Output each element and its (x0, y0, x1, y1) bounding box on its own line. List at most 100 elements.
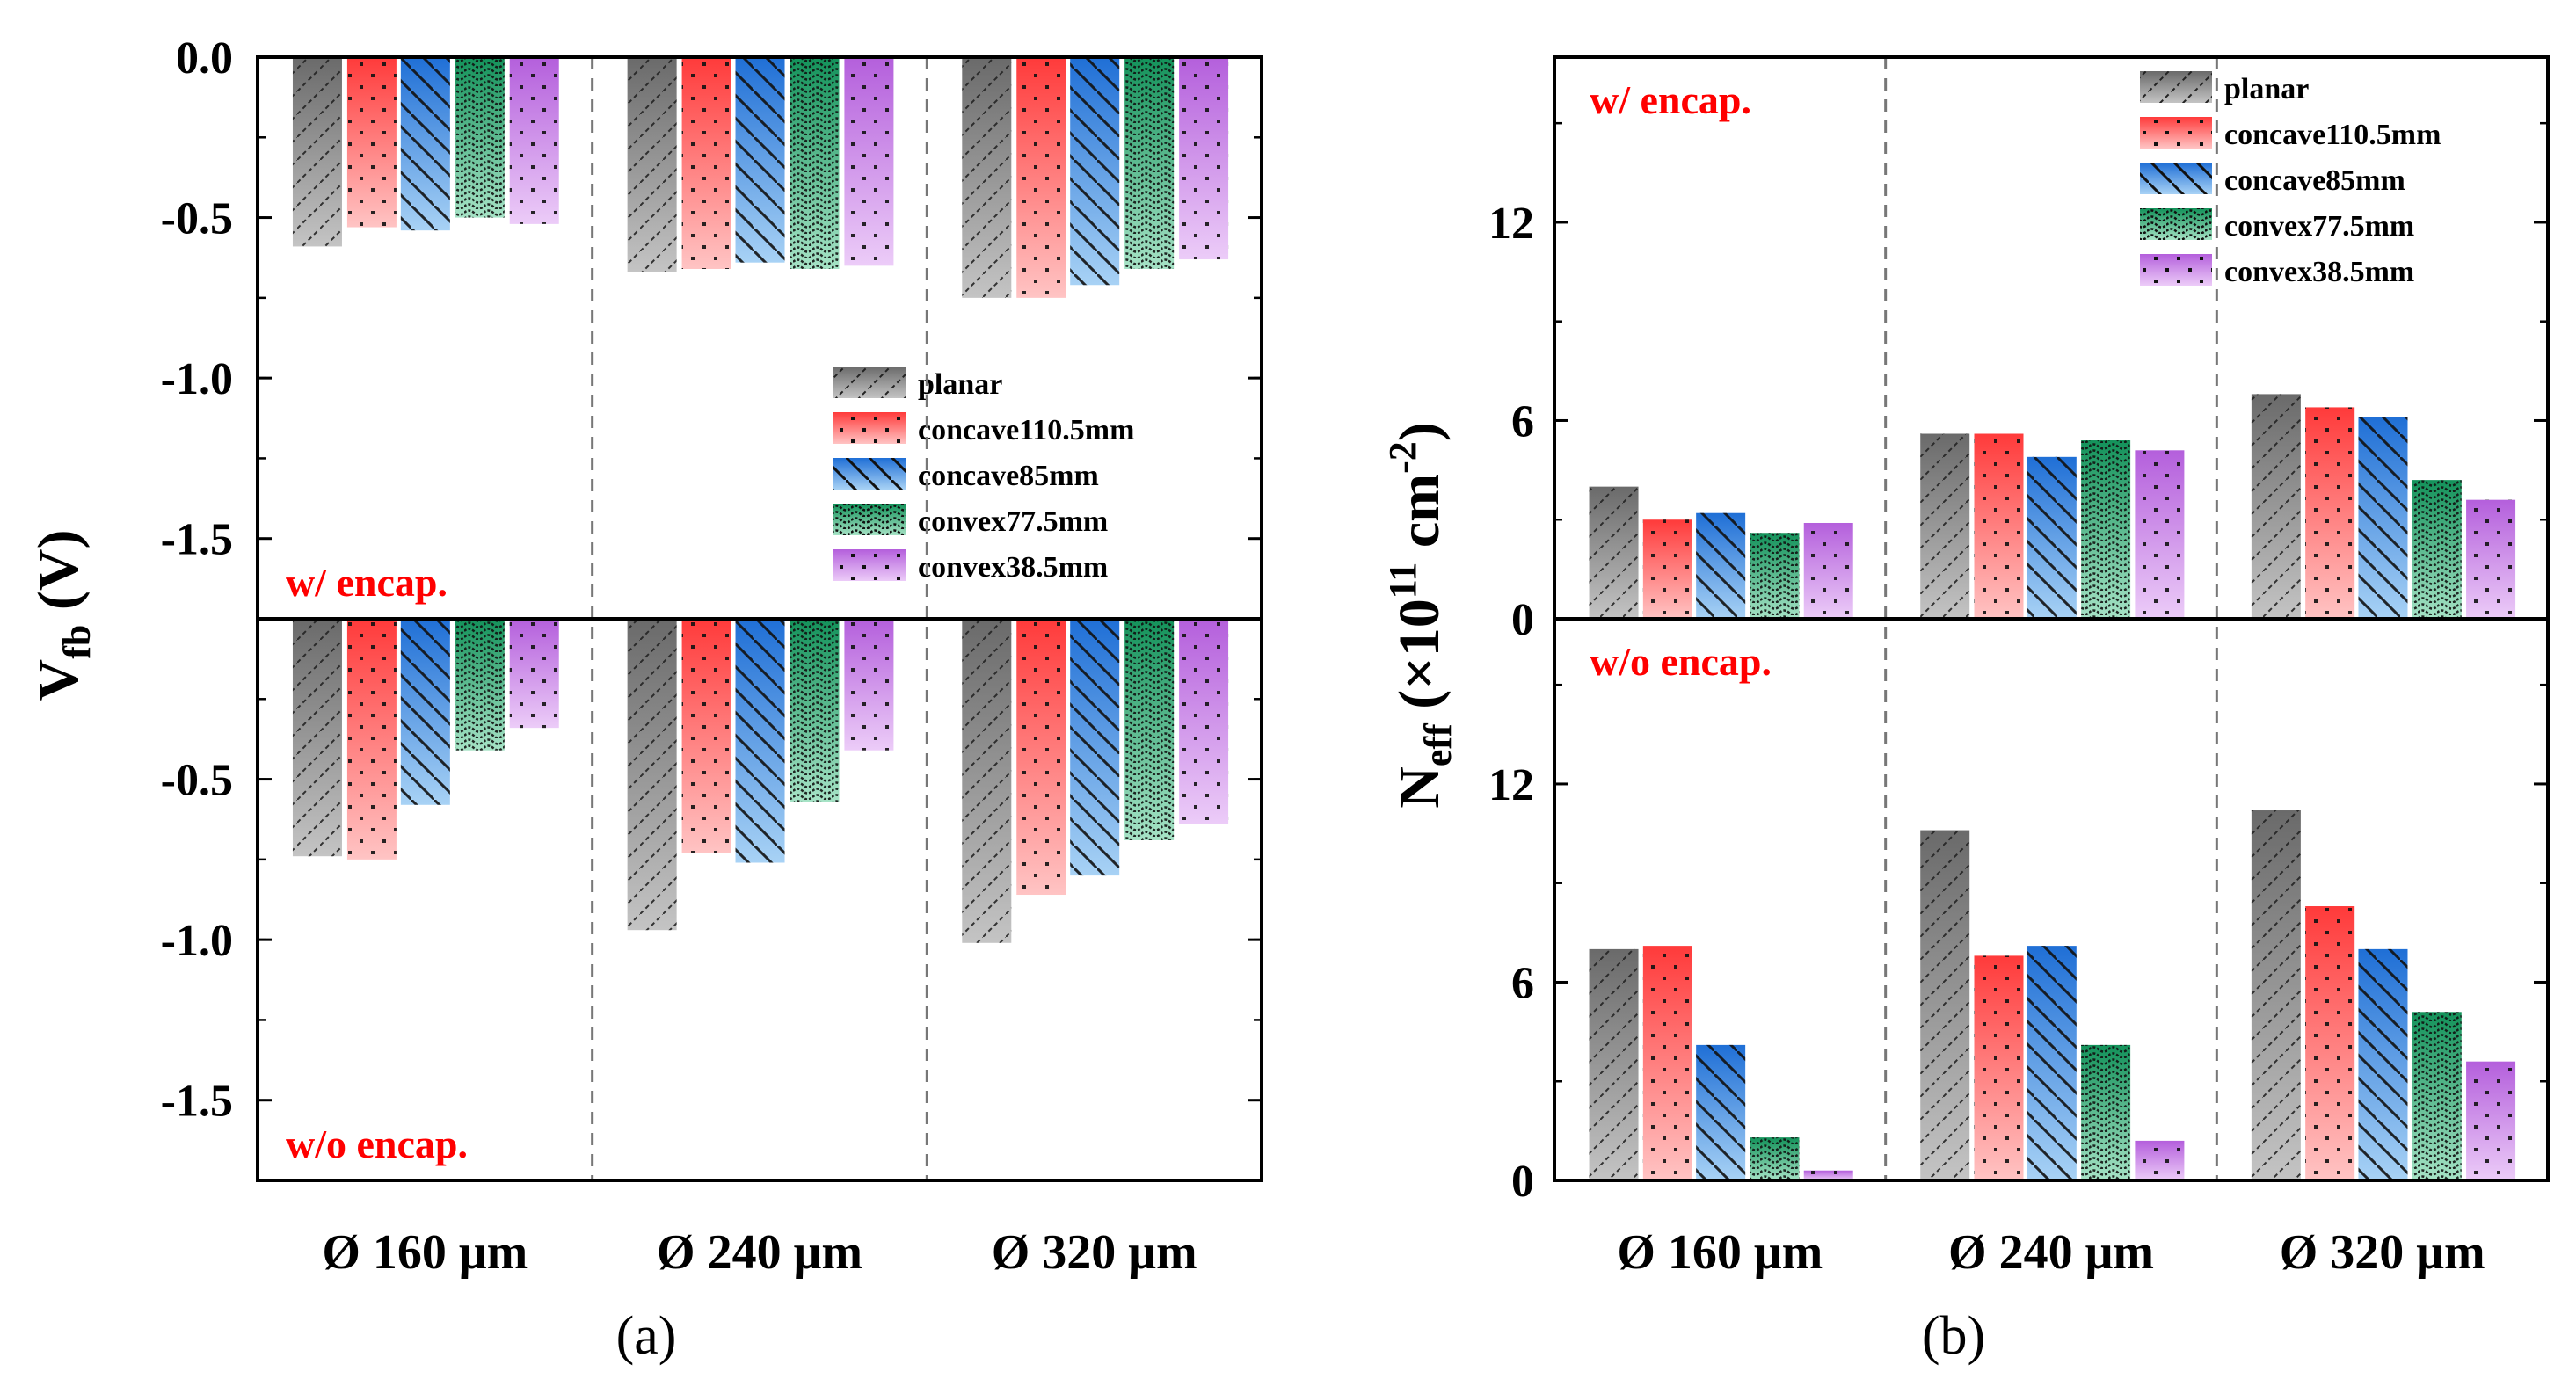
bar-hatch (1803, 1170, 1853, 1180)
ylabel-a-sub: fb (55, 625, 98, 659)
bar-hatch (1696, 512, 1746, 619)
bar-hatch (2412, 1012, 2462, 1180)
ytick-label: 12 (1488, 760, 1534, 810)
legend-label-concave110.5mm: concave110.5mm (918, 414, 1134, 447)
bar-hatch (790, 57, 840, 269)
ytick-label: 6 (1511, 396, 1534, 447)
ylabel-b-mid: (×10 (1387, 599, 1452, 723)
bar-hatch (681, 57, 731, 269)
bar-hatch (2412, 480, 2462, 619)
bar-hatch (2358, 417, 2408, 619)
ytick-label: -1.0 (161, 354, 233, 404)
ytick-label: 12 (1488, 199, 1534, 249)
bar-hatch (844, 619, 894, 751)
bar-hatch (1642, 946, 1692, 1180)
legend-label-planar: planar (2224, 73, 2309, 105)
bar-hatch (627, 619, 677, 931)
xtick-label-a-0: Ø 160 μm (322, 1225, 528, 1280)
ylabel-b-main: N (1387, 766, 1452, 809)
ytick-label: 6 (1511, 958, 1534, 1008)
legend-label-concave110.5mm: concave110.5mm (2224, 119, 2441, 151)
bar-hatch (1124, 619, 1175, 840)
bar-hatch (1179, 619, 1229, 824)
bar-hatch (2358, 948, 2408, 1180)
subplot-label-b-with: w/ encap. (1590, 77, 1751, 122)
bar-hatch (1974, 433, 2024, 619)
legend-label-convex38.5mm: convex38.5mm (2224, 256, 2414, 288)
bar-hatch (627, 57, 677, 272)
xtick-label-b-1: Ø 240 μm (1948, 1225, 2154, 1280)
bar-hatch (2305, 906, 2355, 1180)
legend-swatch-hatch (833, 458, 906, 490)
bar-hatch (455, 57, 505, 218)
bar-hatch (2305, 407, 2355, 619)
bar-hatch (1070, 619, 1120, 876)
bar-hatch (346, 57, 397, 228)
legend-swatch-hatch (833, 549, 906, 581)
legend-label-convex77.5mm: convex77.5mm (918, 505, 1108, 538)
bar-hatch (1920, 830, 1970, 1180)
ylabel-a-main: V (26, 659, 91, 701)
legend-swatch-hatch (833, 504, 906, 535)
legend-swatch-hatch (2140, 117, 2212, 149)
bar-hatch (292, 57, 342, 247)
bar-hatch (2081, 1044, 2131, 1180)
xtick-label-a-2: Ø 320 μm (992, 1225, 1197, 1280)
bar-hatch (400, 619, 450, 805)
bar-hatch (509, 619, 559, 729)
bar-hatch (2251, 394, 2301, 619)
ytick-label: -0.5 (161, 756, 233, 806)
bar-hatch (2466, 1061, 2516, 1180)
ylabel-b-end: ) (1387, 422, 1452, 441)
bar-hatch (681, 619, 731, 853)
bar-hatch (2027, 946, 2077, 1180)
bar-hatch (346, 619, 397, 860)
bar-hatch (400, 57, 450, 231)
legend-swatch-hatch (833, 412, 906, 444)
subplot-label-a-with: w/ encap. (286, 560, 448, 605)
bar-hatch (2251, 810, 2301, 1180)
bar-hatch (509, 57, 559, 224)
ylabel-b-sup1: 11 (1381, 563, 1424, 599)
bar-hatch (1920, 433, 1970, 619)
bar-hatch (2081, 440, 2131, 619)
subplot-label-b-without: w/o encap. (1590, 639, 1772, 684)
bar-hatch (2135, 450, 2185, 619)
ylabel-b-cm: cm (1387, 474, 1452, 563)
bar-hatch (844, 57, 894, 266)
legend-label-convex77.5mm: convex77.5mm (2224, 210, 2414, 243)
subplot-label-a-without: w/o encap. (286, 1122, 468, 1166)
bar-hatch (962, 57, 1012, 298)
ylabel-b-sup2: -2 (1381, 441, 1424, 474)
xtick-label-b-0: Ø 160 μm (1617, 1225, 1823, 1280)
ylabel-b: Neff (×1011 cm-2) (1381, 422, 1459, 809)
bar-hatch (1589, 486, 1639, 619)
xtick-label-b-2: Ø 320 μm (2280, 1225, 2485, 1280)
legend-swatch-hatch (2140, 163, 2212, 194)
bar-hatch (1803, 522, 1853, 619)
bar-hatch (790, 619, 840, 802)
bar-hatch (292, 619, 342, 857)
ytick-label: -1.5 (161, 515, 233, 565)
bar-hatch (2135, 1140, 2185, 1180)
bar-hatch (1070, 57, 1120, 286)
bar-hatch (1016, 57, 1066, 298)
bar-hatch (2027, 456, 2077, 619)
bar-hatch (1016, 619, 1066, 896)
bar-hatch (2466, 499, 2516, 619)
plot-layer: 0.0 -0.5 -1.0 -1.5 w/ encap. planar concave110… (161, 33, 2550, 1280)
legend-label-concave85mm: concave85mm (2224, 164, 2405, 197)
ylabel-a-unit: (V) (26, 530, 91, 625)
xtick-label-a-1: Ø 240 μm (657, 1225, 862, 1280)
legend-swatch-hatch (833, 367, 906, 398)
legend-swatch-hatch (2140, 208, 2212, 240)
bar-hatch (1124, 57, 1175, 269)
bar-hatch (1696, 1044, 1746, 1180)
bar-hatch (1589, 948, 1639, 1180)
bar-hatch (1750, 533, 1800, 619)
legend-swatch-hatch (2140, 71, 2212, 103)
bar-hatch (962, 619, 1012, 943)
bar-hatch (1974, 955, 2024, 1180)
ytick-label: 0 (1511, 1157, 1534, 1207)
